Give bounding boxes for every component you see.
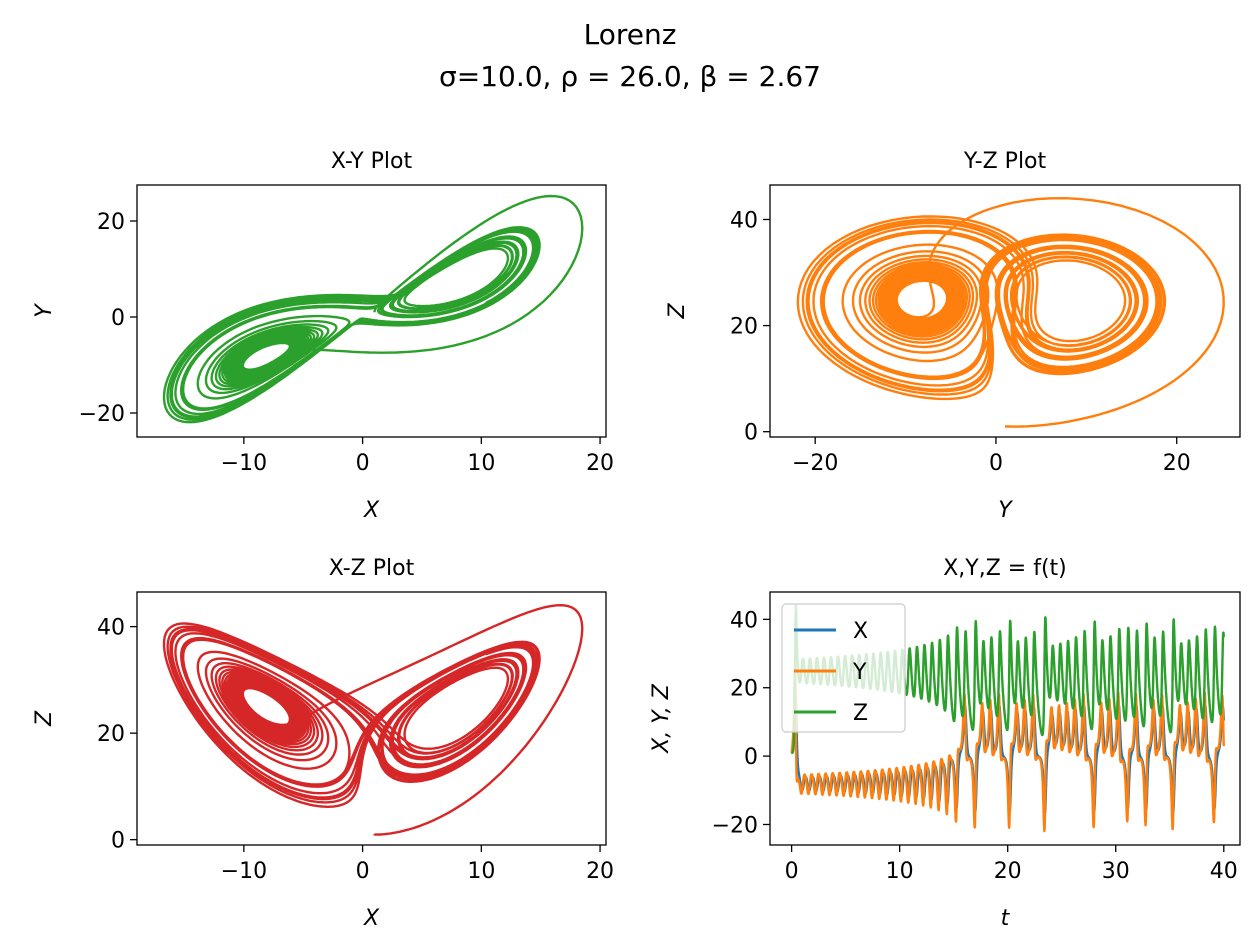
time-plot-ytick-label: 40: [730, 608, 758, 633]
xz-plot-title: X-Z Plot: [329, 556, 415, 581]
xz-plot-xlabel: X: [363, 906, 380, 931]
xz-plot-ytick-label: 40: [97, 616, 125, 641]
yz-plot-xtick-label: −20: [792, 451, 838, 476]
xy-plot-xtick-label: 10: [467, 451, 495, 476]
xy-plot-ylabel: Y: [32, 303, 57, 318]
yz-plot-xtick-label: 20: [1163, 451, 1191, 476]
xz-plot-ytick-label: 20: [97, 722, 125, 747]
yz-plot-xtick-label: 0: [989, 451, 1003, 476]
xy-plot-ytick-label: 0: [111, 306, 125, 331]
legend-label-y: Y: [852, 660, 867, 685]
xy-plot-axes-frame: [136, 184, 607, 438]
time-plot-panel: 0 10 20 30 40 −20 0 20 40 X,Y,Z = f(t) t X, Y, Z XYZ: [649, 556, 1241, 931]
yz-plot-series-yz: [796, 197, 1225, 428]
suptitle-line1: Lorenz: [584, 18, 677, 51]
time-plot-xtick-label: 20: [994, 859, 1022, 884]
time-plot-ytick-label: 20: [730, 677, 758, 702]
yz-plot-title: Y-Z Plot: [963, 149, 1047, 174]
xy-plot-series-xy: [162, 194, 584, 424]
time-plot-xtick-label: 40: [1210, 859, 1238, 884]
xy-plot-ytick-label: −20: [79, 402, 125, 427]
time-plot-ytick-label: 0: [744, 745, 758, 770]
time-plot-xtick-label: 10: [886, 859, 914, 884]
xz-plot-xtick-label: 10: [467, 859, 495, 884]
xz-plot-series-xz: [162, 604, 584, 836]
time-plot-series-y: [790, 668, 1225, 833]
yz-plot-ylabel: Z: [665, 303, 690, 320]
xz-plot-ytick-label: 0: [111, 829, 125, 854]
yz-plot-xlabel: Y: [998, 498, 1013, 523]
time-plot-ytick-label: −20: [712, 813, 758, 838]
suptitle-line2: σ=10.0, ρ = 26.0, β = 2.67: [439, 60, 821, 93]
legend: XYZ: [781, 603, 906, 733]
xz-plot-panel: −10 0 10 20 0 20 40 X-Z Plot X Z: [32, 556, 614, 931]
yz-plot-axes-frame: [769, 184, 1241, 438]
yz-plot-ytick-label: 20: [730, 315, 758, 340]
yz-plot-panel: −20 0 20 0 20 40 Y-Z Plot Y Z: [665, 149, 1241, 523]
xz-plot-xtick-label: 0: [356, 859, 370, 884]
xy-plot-ytick-label: 20: [97, 210, 125, 235]
legend-label-x: X: [853, 619, 868, 644]
time-plot-xtick-label: 0: [785, 859, 799, 884]
time-plot-ylabel: X, Y, Z: [649, 683, 674, 754]
xy-plot-panel: −10 0 10 20 −20 0 20 X-Y Plot X Y: [32, 149, 614, 523]
time-plot-title: X,Y,Z = f(t): [943, 556, 1067, 581]
yz-plot-ytick-label: 0: [744, 421, 758, 446]
xy-plot-xlabel: X: [363, 498, 380, 523]
xz-plot-xtick-label: 20: [586, 859, 614, 884]
legend-box: [781, 603, 906, 733]
time-plot-xlabel: t: [1001, 906, 1011, 931]
xy-plot-xtick-label: 20: [586, 451, 614, 476]
time-plot-xtick-label: 30: [1102, 859, 1130, 884]
xz-plot-ylabel: Z: [32, 710, 57, 727]
xz-plot-axes-frame: [136, 591, 607, 846]
xy-plot-title: X-Y Plot: [331, 149, 413, 174]
xz-plot-xtick-label: −10: [221, 859, 267, 884]
legend-label-z: Z: [853, 701, 868, 726]
time-plot-axes-frame: [769, 591, 1241, 846]
yz-plot-ytick-label: 40: [730, 208, 758, 233]
xy-plot-xtick-label: −10: [221, 451, 267, 476]
xy-plot-xtick-label: 0: [356, 451, 370, 476]
